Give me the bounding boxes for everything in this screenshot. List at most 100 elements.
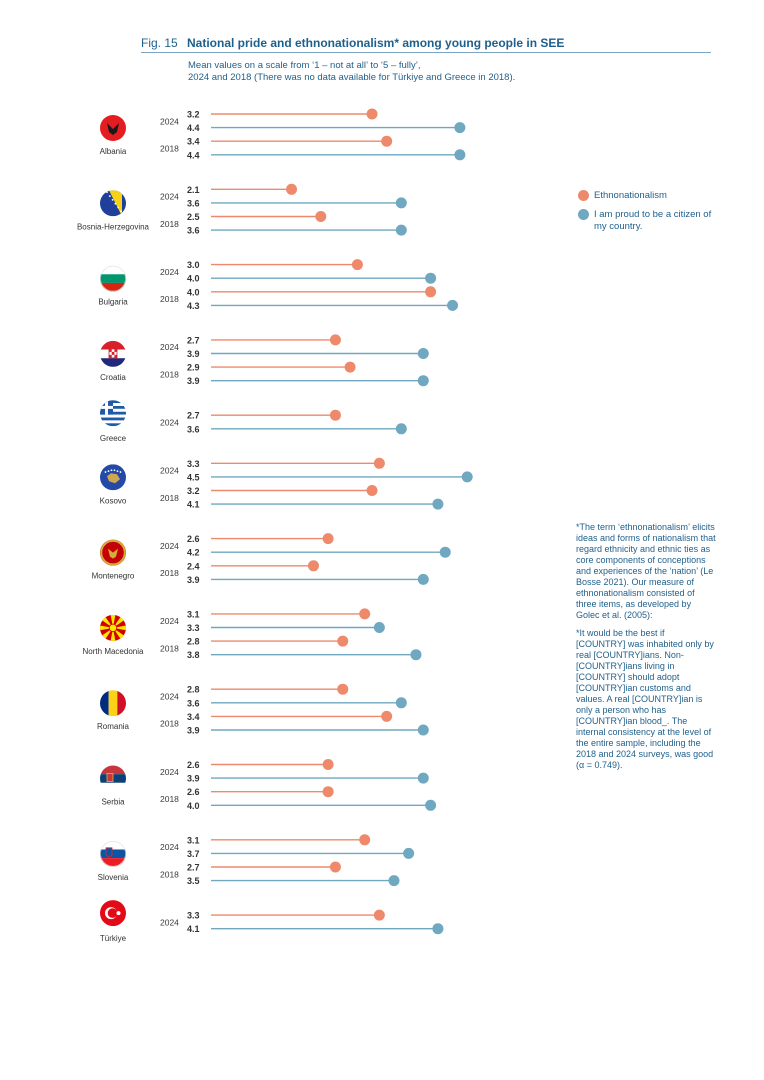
country-name: Montenegro [92, 572, 135, 581]
proud-value-label: 3.9 [187, 575, 200, 585]
checker-part [114, 354, 118, 358]
flag-part [100, 690, 109, 717]
proud-point [403, 847, 415, 859]
figure-title: National pride and ethnonationalism* amo… [187, 36, 565, 50]
stripe [100, 414, 126, 418]
subtitle-line: 2024 and 2018 (There was no data availab… [188, 72, 516, 83]
proud-value-label: 3.6 [187, 698, 200, 708]
ethno-value-label: 3.2 [187, 110, 200, 120]
proud-point [395, 697, 407, 709]
flag-part [100, 265, 126, 275]
coat-of-arms-shape [106, 773, 114, 782]
eagle-shape [108, 548, 118, 559]
proud-point [417, 573, 429, 585]
country-name: Türkiye [100, 934, 127, 943]
flag-part [100, 115, 126, 141]
flag-star [107, 470, 110, 473]
proud-point [432, 498, 444, 510]
ethno-value-label: 3.3 [187, 911, 200, 921]
country-name: North Macedonia [83, 647, 144, 656]
proud-value-label: 3.6 [187, 198, 200, 208]
year-label: 2024 [160, 541, 179, 551]
bosnia-flag-icon [100, 190, 126, 217]
year-label: 2024 [160, 692, 179, 702]
flag-part [100, 840, 126, 850]
proud-dot-icon [578, 209, 589, 220]
flag-star [113, 469, 116, 472]
ethno-point [329, 861, 341, 873]
proud-value-label: 4.1 [187, 500, 200, 510]
ethno-point [425, 286, 437, 298]
proud-point [425, 799, 437, 811]
legend-item-proud: I am proud to be a citizen of my country… [578, 209, 714, 233]
ethno-point [351, 259, 363, 271]
ethno-point [381, 710, 393, 722]
flag-outline [100, 840, 126, 867]
crescent-inner [107, 908, 118, 918]
eagle-shape [107, 123, 119, 135]
subtitle-line: Mean values on a scale from ‘1 – not at … [188, 60, 421, 71]
proud-value-label: 3.3 [187, 623, 200, 633]
proud-point [388, 875, 400, 887]
country-name: Greece [100, 434, 127, 443]
proud-value-label: 3.6 [187, 424, 200, 434]
country-name: Kosovo [100, 496, 127, 505]
map-shape [107, 473, 120, 484]
year-label: 2024 [160, 842, 179, 852]
country-group: 2024 2.7 3.9 2018 2.9 3.9 Croatia [100, 334, 429, 387]
bulgaria-flag-icon [100, 265, 126, 292]
proud-point [425, 272, 437, 284]
ethno-value-label: 2.6 [187, 787, 200, 797]
proud-point [395, 224, 407, 236]
stripe [100, 423, 126, 427]
ethno-value-label: 3.1 [187, 609, 200, 619]
ethno-point [366, 108, 378, 120]
stripe [100, 420, 126, 424]
flag-part [100, 849, 126, 859]
figure-number: Fig. 15 [141, 36, 178, 50]
flag-star [110, 469, 113, 472]
country-name: Bosnia-Herzegovina [77, 222, 150, 231]
year-label: 2024 [160, 616, 179, 626]
sun-ray [110, 627, 116, 641]
country-name: Serbia [101, 798, 125, 807]
ethno-value-label: 2.7 [187, 411, 200, 421]
proud-point [439, 546, 451, 558]
ethno-point [373, 909, 385, 921]
country-group: 2024 3.1 3.3 2018 2.8 3.8 North Macedonia [83, 608, 422, 661]
country-group: 2024 3.1 3.7 2018 2.7 3.5 Slovenia [98, 834, 415, 887]
ethno-dot-icon [578, 190, 589, 201]
ethno-point [337, 635, 349, 647]
ethno-value-label: 2.8 [187, 637, 200, 647]
proud-value-label: 3.6 [187, 226, 200, 236]
ethno-value-label: 2.5 [187, 212, 200, 222]
country-group: 2024 3.3 4.5 2018 3.2 4.1 Kosovo [100, 457, 473, 510]
footnote-items: *It would be the best if [COUNTRY] was i… [576, 628, 714, 770]
ethno-value-label: 2.9 [187, 363, 200, 373]
ethno-point [322, 759, 334, 770]
flag-part [100, 282, 126, 292]
proud-value-label: 3.9 [187, 774, 200, 784]
year-label: 2024 [160, 466, 179, 476]
proud-point [373, 622, 385, 633]
checker-part [109, 348, 112, 352]
proud-value-label: 3.8 [187, 650, 200, 660]
ethno-value-label: 3.2 [187, 486, 200, 496]
country-name: Croatia [100, 373, 126, 382]
checker-part [114, 348, 118, 352]
turkiye-flag-icon [100, 900, 126, 927]
proud-point [454, 149, 466, 161]
flag-star [111, 199, 114, 201]
ethno-point [307, 560, 319, 572]
ethno-point [359, 608, 371, 620]
country-group: 2024 3.0 4.0 2018 4.0 4.3 Bulgaria [98, 259, 459, 311]
ethno-value-label: 2.6 [187, 760, 200, 770]
proud-point [461, 471, 473, 483]
ethno-value-label: 4.0 [187, 287, 200, 297]
ethno-value-label: 2.4 [187, 561, 200, 571]
flag-star [120, 210, 122, 213]
country-name: Bulgaria [98, 298, 128, 307]
year-label: 2018 [160, 568, 179, 578]
slovenia-flag-icon [100, 840, 126, 867]
star-shape [116, 911, 121, 916]
